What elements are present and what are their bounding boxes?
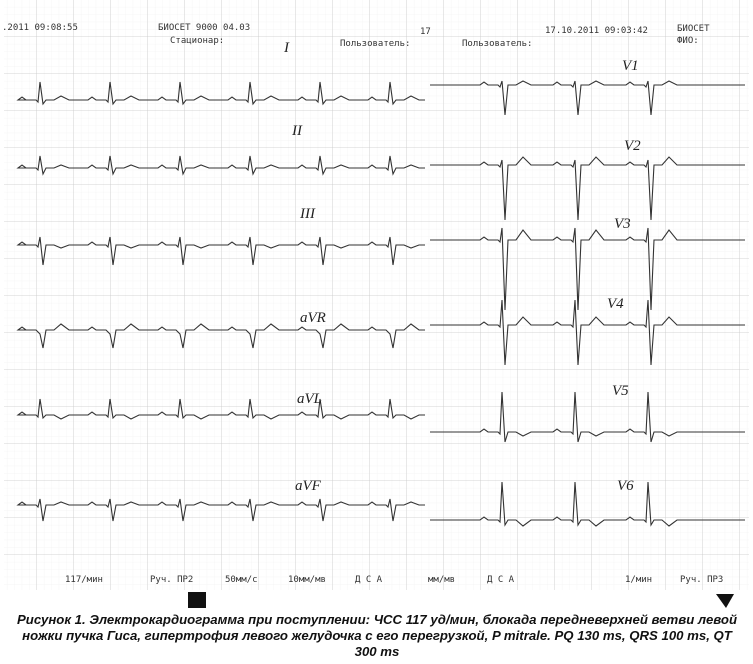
lead-label: V5 — [612, 383, 629, 399]
footer-text: Руч. ПР3 — [680, 575, 723, 585]
lead-label: V3 — [614, 216, 631, 232]
header-text: 17 — [420, 27, 431, 37]
footer-text: Руч. ПР2 — [150, 575, 193, 585]
footer-text: 50мм/с — [225, 575, 258, 585]
header-text: Пользователь: — [462, 39, 532, 49]
header-text: БИОСЕТ 9000 04.03 — [158, 23, 250, 33]
lead-label: V6 — [617, 478, 634, 494]
lead-label: III — [299, 206, 316, 222]
caption: Рисунок 1. Электрокардиограмма при посту… — [16, 612, 738, 659]
header-text: Стационар: — [170, 36, 224, 46]
ecg-grid — [4, 0, 749, 590]
ecg-trace — [16, 398, 425, 420]
footer-text: 10мм/мв — [288, 575, 326, 585]
marker — [716, 594, 734, 608]
ecg-trace — [430, 156, 745, 221]
marker — [188, 592, 206, 608]
lead-label: V1 — [622, 58, 639, 74]
header-text: .2011 09:08:55 — [2, 23, 78, 33]
footer-text: мм/мв — [428, 575, 455, 585]
ecg-trace — [430, 481, 745, 527]
footer-text: Д С А — [355, 575, 383, 585]
header-text: БИОСЕТ — [677, 24, 710, 34]
ecg-trace — [430, 227, 745, 311]
ecg-trace — [16, 155, 425, 176]
lead-label: aVF — [295, 478, 322, 494]
lead-label: aVL — [297, 391, 322, 407]
lead-label: V2 — [624, 138, 641, 154]
traces — [16, 80, 745, 527]
ecg-trace — [16, 498, 425, 522]
header-text: 17.10.2011 09:03:42 — [545, 26, 648, 36]
footer-text: 1/мин — [625, 575, 652, 585]
ecg-trace — [430, 299, 745, 366]
ecg-trace — [430, 80, 745, 116]
lead-label: aVR — [300, 310, 326, 326]
ecg-figure: .2011 09:08:55 БИОСЕТ 9000 04.03 Стацион… — [2, 0, 749, 608]
header-text: Пользователь: — [340, 39, 410, 49]
ecg-trace — [16, 81, 425, 106]
lead-label: II — [291, 123, 303, 139]
lead-label: V4 — [607, 296, 624, 312]
lead-label: I — [283, 40, 290, 56]
header-text: ФИО: — [677, 36, 699, 46]
ecg-trace — [430, 391, 745, 443]
footer-text: Д С А — [487, 575, 515, 585]
ecg-trace — [16, 323, 425, 349]
ecg-trace — [16, 236, 425, 266]
footer-text: 117/мин — [65, 575, 103, 585]
